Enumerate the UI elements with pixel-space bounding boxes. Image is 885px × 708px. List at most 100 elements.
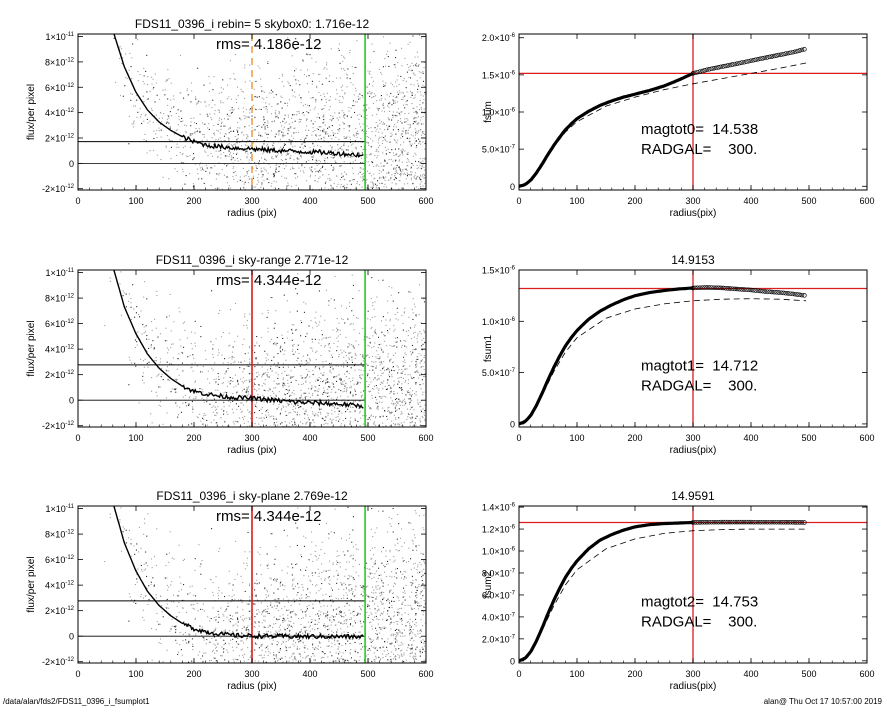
scatter-point — [370, 641, 372, 643]
scatter-point — [387, 171, 389, 173]
scatter-point — [424, 176, 426, 178]
scatter-point — [420, 388, 422, 390]
scatter-point — [169, 630, 171, 632]
scatter-point — [319, 126, 321, 128]
scatter-point — [303, 74, 305, 76]
scatter-point — [182, 322, 184, 324]
scatter-point — [236, 646, 238, 648]
scatter-point — [394, 399, 396, 401]
scatter-point — [378, 137, 380, 139]
scatter-point — [383, 186, 385, 188]
scatter-point — [401, 389, 403, 391]
scatter-point — [395, 57, 397, 59]
scatter-point — [279, 629, 281, 631]
scatter-point — [331, 388, 333, 390]
scatter-point — [407, 119, 409, 121]
scatter-point — [215, 422, 217, 424]
scatter-point — [193, 117, 195, 119]
scatter-point — [278, 77, 280, 79]
scatter-point — [378, 609, 380, 611]
scatter-point — [265, 608, 267, 610]
scatter-point — [169, 140, 171, 142]
scatter-point — [263, 118, 265, 120]
scatter-point — [284, 350, 286, 352]
scatter-point — [418, 353, 420, 355]
scatter-point — [331, 397, 333, 399]
scatter-point — [200, 573, 202, 575]
curve-point — [799, 292, 805, 298]
scatter-point — [342, 652, 344, 654]
scatter-point — [400, 118, 402, 120]
scatter-point — [342, 318, 344, 320]
scatter-point — [376, 113, 378, 115]
scatter-point — [355, 147, 357, 149]
scatter-point — [362, 645, 364, 647]
scatter-point — [233, 78, 235, 80]
scatter-point — [366, 170, 368, 172]
scatter-point — [411, 94, 413, 96]
scatter-point — [343, 116, 345, 118]
scatter-point — [394, 345, 396, 347]
x-tick-label: 100 — [128, 433, 143, 443]
scatter-point — [335, 608, 337, 610]
scatter-point — [267, 126, 269, 128]
scatter-point — [161, 117, 163, 119]
scatter-point — [262, 145, 264, 147]
scatter-point — [379, 587, 381, 589]
scatter-point — [359, 152, 361, 154]
scatter-point — [410, 177, 412, 179]
scatter-point — [391, 287, 393, 289]
scatter-point — [424, 420, 426, 422]
scatter-point — [344, 575, 346, 577]
scatter-point — [275, 372, 277, 374]
scatter-point — [283, 168, 285, 170]
scatter-point — [417, 122, 419, 124]
scatter-point — [309, 109, 311, 111]
scatter-point — [237, 379, 239, 381]
scatter-point — [414, 63, 416, 65]
scatter-point — [393, 138, 395, 140]
scatter-point — [382, 415, 384, 417]
scatter-point — [232, 421, 234, 423]
scatter-point — [302, 60, 304, 62]
scatter-point — [390, 658, 392, 660]
scatter-point — [146, 588, 148, 590]
scatter-point — [126, 78, 128, 80]
scatter-point — [264, 587, 266, 589]
curve-point — [704, 285, 710, 290]
scatter-point — [394, 352, 396, 354]
scatter-point — [388, 411, 390, 413]
curve-point — [771, 53, 777, 59]
scatter-point — [424, 182, 426, 184]
scatter-point — [282, 397, 284, 399]
scatter-point — [230, 112, 232, 114]
scatter-point — [361, 173, 363, 175]
scatter-point — [208, 104, 210, 106]
scatter-point — [170, 82, 172, 84]
scatter-point — [418, 142, 420, 144]
scatter-point — [235, 385, 237, 387]
scatter-point — [420, 411, 422, 413]
scatter-point — [323, 612, 325, 614]
scatter-point — [273, 121, 275, 123]
scatter-point — [406, 130, 408, 132]
scatter-point — [371, 114, 373, 116]
scatter-point — [168, 370, 170, 372]
scatter-point — [297, 404, 299, 406]
scatter-point — [398, 112, 400, 114]
scatter-point — [331, 405, 333, 407]
scatter-point — [381, 320, 383, 322]
scatter-point — [373, 554, 375, 556]
scatter-point — [130, 302, 132, 304]
scatter-point — [245, 379, 247, 381]
scatter-point — [140, 310, 142, 312]
scatter-point — [398, 156, 400, 158]
scatter-point — [261, 313, 263, 315]
scatter-point — [250, 655, 252, 657]
scatter-point — [358, 133, 360, 135]
scatter-point — [343, 68, 345, 70]
scatter-point — [255, 402, 257, 404]
scatter-point — [273, 174, 275, 176]
scatter-point — [363, 172, 365, 174]
scatter-point — [382, 122, 384, 124]
